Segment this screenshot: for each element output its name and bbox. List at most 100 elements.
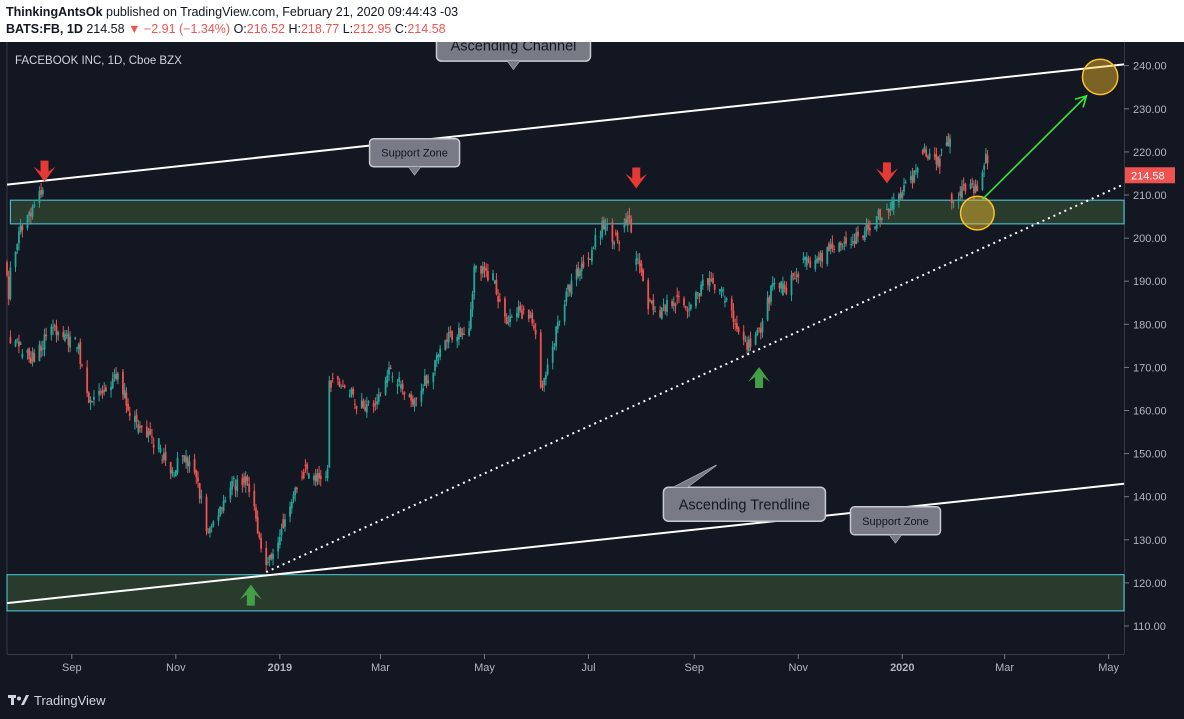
candle-body (654, 311, 656, 313)
candle (551, 341, 554, 370)
candle-body (862, 235, 864, 238)
chart-area[interactable]: FACEBOOK INC, 1D, Cboe BZX Ascending Cha… (0, 42, 1184, 682)
candle-body (647, 280, 650, 310)
candle (451, 330, 453, 343)
candle (29, 207, 32, 224)
candle-body (541, 385, 544, 388)
time-tick-label: 2019 (268, 662, 292, 674)
candle (336, 375, 339, 386)
candle (625, 212, 627, 226)
candle-body (342, 385, 344, 387)
candle-body (340, 387, 343, 389)
candle (984, 147, 987, 165)
candle (258, 531, 261, 540)
candle (128, 406, 131, 421)
candle-body (695, 292, 697, 307)
candle (314, 469, 317, 487)
candle (582, 254, 585, 269)
candle (886, 203, 888, 211)
candle (507, 315, 510, 326)
candle (947, 133, 950, 147)
candle (577, 261, 580, 279)
candle (446, 333, 448, 349)
candle-body (444, 340, 447, 350)
price-axis[interactable]: 110.00 120.00 130.00 140.00 150.00 160.00 170.… (1124, 61, 1175, 633)
candle-body (446, 339, 448, 342)
tradingview-logo-icon[interactable] (8, 692, 30, 708)
candle (319, 469, 322, 487)
candle (891, 196, 893, 212)
candle (7, 270, 10, 306)
candle-body (284, 519, 286, 527)
candle (350, 387, 353, 398)
candle-body (352, 388, 355, 395)
candle-body (188, 461, 191, 467)
candle-body (113, 374, 116, 378)
candle (127, 398, 129, 412)
candle-body (734, 323, 737, 325)
candle-body (580, 263, 583, 272)
candle (778, 282, 781, 293)
candle (602, 216, 605, 230)
time-tick-label: Mar (371, 662, 390, 674)
candle-body (664, 305, 667, 312)
candle (713, 284, 716, 294)
candle (388, 361, 390, 382)
candle (236, 475, 239, 498)
candle-body (318, 472, 320, 479)
candle (222, 494, 225, 514)
candle (355, 405, 358, 415)
candle-body (93, 397, 95, 400)
candle-body (485, 268, 488, 271)
candle-body (814, 260, 817, 270)
candle (365, 396, 368, 418)
candle-body (529, 315, 532, 318)
time-axis[interactable]: Sep Nov 2019 Mar May Jul Sep Nov 2020 Mar May (62, 654, 1120, 674)
price-chart[interactable]: FACEBOOK INC, 1D, Cboe BZX Ascending Cha… (0, 42, 1184, 682)
candle (330, 380, 332, 392)
candle (401, 379, 404, 395)
candle-body (527, 309, 530, 319)
candle (773, 277, 776, 290)
candle-body (456, 337, 459, 342)
candle-body (7, 276, 10, 300)
candle-body (877, 210, 880, 215)
candle-body (855, 232, 858, 245)
candle (14, 339, 17, 348)
candle-body (29, 212, 32, 217)
candle (207, 527, 210, 534)
candle (26, 348, 29, 360)
candle-body (164, 451, 167, 461)
change-text: ▼ −2.91 (−1.34%) (128, 22, 231, 36)
candle (744, 335, 747, 343)
candle-body (360, 400, 363, 409)
candle (519, 301, 522, 313)
candle (850, 236, 853, 249)
candle (983, 162, 986, 178)
candle-body (123, 390, 126, 399)
candle (389, 364, 392, 370)
price-tick-label: 160.00 (1133, 405, 1167, 417)
candle-body (492, 273, 494, 281)
candle (38, 340, 41, 362)
candle-body (212, 521, 215, 526)
candle (296, 486, 298, 494)
candle (400, 380, 402, 393)
author-name[interactable]: ThinkingAntsOk (6, 5, 103, 19)
candle (110, 381, 112, 398)
candle-body (62, 331, 65, 337)
candle-body (147, 431, 150, 436)
candle-body (139, 425, 141, 428)
candle (879, 208, 882, 228)
candle (683, 296, 685, 308)
tradingview-brand[interactable]: TradingView (34, 693, 106, 708)
candle-body (981, 172, 984, 190)
candle-body (301, 476, 303, 478)
candle (746, 336, 749, 355)
price-tick-label: 210.00 (1133, 190, 1167, 202)
candle (152, 437, 155, 455)
candle (826, 246, 829, 267)
candle (712, 273, 714, 285)
candle (897, 192, 900, 208)
candle-body (735, 323, 738, 330)
